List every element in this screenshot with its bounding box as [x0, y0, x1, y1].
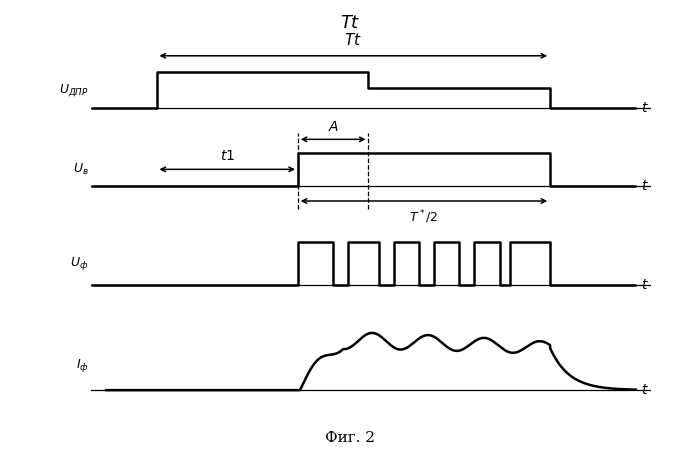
Text: $t$: $t$: [641, 101, 649, 115]
Text: $A$: $A$: [328, 120, 339, 135]
Text: $U_{ДПР}$: $U_{ДПР}$: [59, 82, 88, 98]
Text: $t$: $t$: [641, 179, 649, 193]
Text: $t$: $t$: [641, 278, 649, 292]
Text: Фиг. 2: Фиг. 2: [325, 432, 375, 446]
Text: $U_{ф}$: $U_{ф}$: [70, 255, 88, 272]
Text: $U_{в}$: $U_{в}$: [73, 162, 88, 177]
Text: $Tt$: $Tt$: [340, 14, 360, 32]
Text: $T^*/2$: $T^*/2$: [410, 208, 438, 226]
Text: $t$: $t$: [641, 383, 649, 397]
Text: $t1$: $t1$: [220, 149, 235, 163]
Text: $I_{ф}$: $I_{ф}$: [76, 357, 88, 374]
Text: $Tt$: $Tt$: [344, 32, 362, 48]
